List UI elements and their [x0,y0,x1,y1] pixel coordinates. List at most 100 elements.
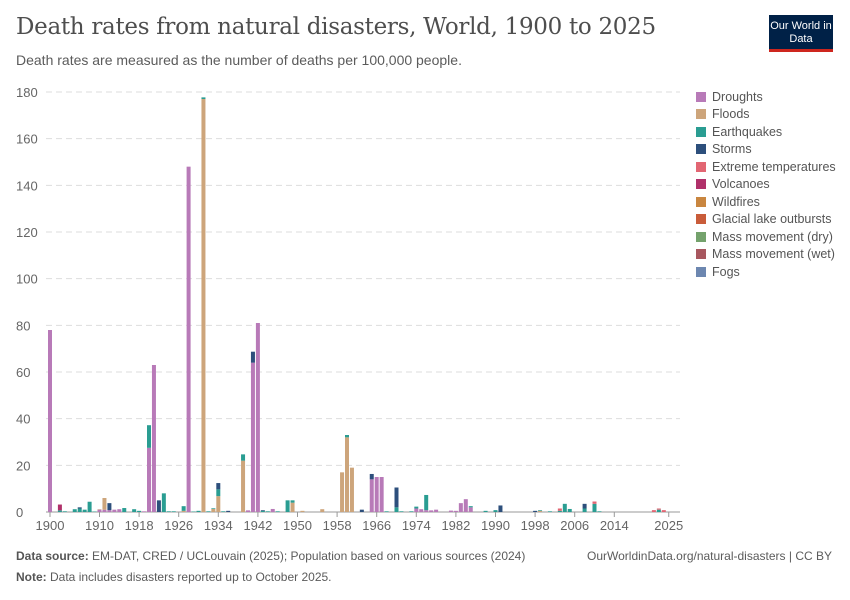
bar-floods-1927 [181,510,186,512]
bar-earthquakes-1907 [82,509,87,512]
bar-floods-1934 [216,496,221,512]
legend-swatch [696,91,706,102]
bar-floods-1933 [211,508,216,512]
note-line: Note: Data includes disasters reported u… [16,570,332,584]
x-tick-label: 1974 [402,518,431,533]
bar-droughts-1966 [374,477,379,512]
bar-droughts-1965 [369,479,374,512]
bar-earthquakes-1973 [409,511,414,512]
bar-droughts-1984 [463,499,468,512]
x-tick-label: 1998 [521,518,550,533]
source-url-link[interactable]: OurWorldinData.org/natural-disasters | C… [587,549,832,563]
y-tick-label: 160 [16,132,38,147]
legend-swatch [696,109,706,120]
note-text: Data includes disasters reported up to O… [46,570,332,584]
bar-earthquakes-1931 [201,97,206,99]
legend-item[interactable]: Wildfires [696,193,836,211]
bar-earthquakes-1976 [424,494,429,511]
bar-extreme-temperatures-2023 [656,508,661,510]
bar-droughts-1975 [419,509,424,512]
legend-item[interactable]: Fogs [696,263,836,281]
legend-item[interactable]: Extreme temperatures [696,158,836,176]
bar-earthquakes-1902 [57,510,62,512]
bar-earthquakes-1932 [206,511,211,512]
legend-label: Volcanoes [712,177,770,192]
legend-swatch [696,179,706,190]
bar-earthquakes-1917 [132,509,137,512]
legend-item[interactable]: Storms [696,141,836,159]
y-tick-label: 0 [16,505,23,520]
legend-swatch [696,214,706,225]
y-tick-label: 140 [16,178,38,193]
bar-chart: 0 20 40 60 80 100 120 140 160 180 1900 1910 1918 1926… [16,85,683,533]
bar-storms-1965 [369,473,374,480]
legend: Droughts Floods Earthquakes Storms Extreme t… [696,88,836,281]
bar-earthquakes-1939 [241,454,246,461]
bar-earthquakes-1943 [260,510,265,512]
legend-swatch [696,231,706,242]
bar-extreme-temperatures-2010 [592,501,597,504]
bar-earthquakes-1933 [211,508,216,509]
bar-earthquakes-1927 [181,506,186,511]
bar-storms-1934 [216,483,221,490]
legend-item[interactable]: Mass movement (wet) [696,246,836,264]
x-tick-label: 2006 [560,518,589,533]
bar-earthquakes-1905 [72,509,77,512]
legend-item[interactable]: Droughts [696,88,836,106]
bar-floods-1959 [340,472,345,512]
bar-extreme-temperatures-2022 [651,510,656,512]
bar-floods-1931 [201,99,206,512]
x-tick-label: 1918 [125,518,154,533]
bar-droughts-1910 [97,509,102,512]
bar-floods-1951 [300,510,305,512]
bar-droughts-1920 [147,447,151,512]
bar-earthquakes-1920 [147,425,151,448]
chart-title: Death rates from natural disasters, Worl… [16,14,656,40]
x-tick-label: 1990 [481,518,510,533]
bar-storms-1963 [359,509,364,512]
bar-droughts-1914 [117,509,122,512]
bar-extreme-temperatures-2003 [557,508,562,511]
bar-earthquakes-2005 [567,508,572,512]
legend-item[interactable]: Glacial lake outbursts [696,211,836,229]
bar-earthquakes-1918 [137,510,142,512]
bar-floods-1999 [538,510,543,512]
bar-droughts-1919 [142,511,147,512]
bar-storms-1906 [77,507,82,509]
bar-earthquakes-1985 [468,506,473,508]
legend-swatch [696,144,706,155]
legend-item[interactable]: Volcanoes [696,176,836,194]
legend-label: Mass movement (dry) [712,229,833,244]
chart-subtitle: Death rates are measured as the number o… [16,52,462,68]
legend-item[interactable]: Earthquakes [696,123,836,141]
owid-logo[interactable]: Our World in Data [769,15,833,52]
bar-floods-1961 [349,467,354,512]
source-label: Data source: [16,549,89,563]
bar-droughts-1976 [424,510,429,512]
bar-earthquakes-1935 [221,511,226,512]
legend-item[interactable]: Floods [696,106,836,124]
bar-droughts-1928 [186,166,191,512]
bar-earthquakes-2008 [582,508,587,512]
x-tick-label: 1950 [283,518,312,533]
legend-item[interactable]: Mass movement (dry) [696,228,836,246]
bar-earthquakes-1988 [483,510,488,512]
bar-earthquakes-1925 [171,511,176,512]
x-tick-label: 2014 [600,518,629,533]
bar-earthquakes-1948 [285,500,290,512]
bar-droughts-1912 [107,510,112,512]
bar-volcanoes-1902 [57,504,62,511]
bar-earthquakes-1903 [62,511,67,512]
bar-earthquakes-1970 [394,507,399,512]
bar-droughts-1921 [151,365,156,512]
bar-storms-1912 [107,503,112,511]
bar-droughts-1942 [255,323,260,512]
bar-storms-1970 [394,487,399,508]
bar-floods-1911 [102,498,107,510]
bar-storms-1941 [250,351,255,363]
bar-earthquakes-1971 [399,511,404,512]
bar-earthquakes-1934 [216,489,221,497]
bar-earthquakes-1923 [161,493,166,512]
legend-label: Extreme temperatures [712,159,836,174]
bar-storms-1936 [226,510,231,512]
